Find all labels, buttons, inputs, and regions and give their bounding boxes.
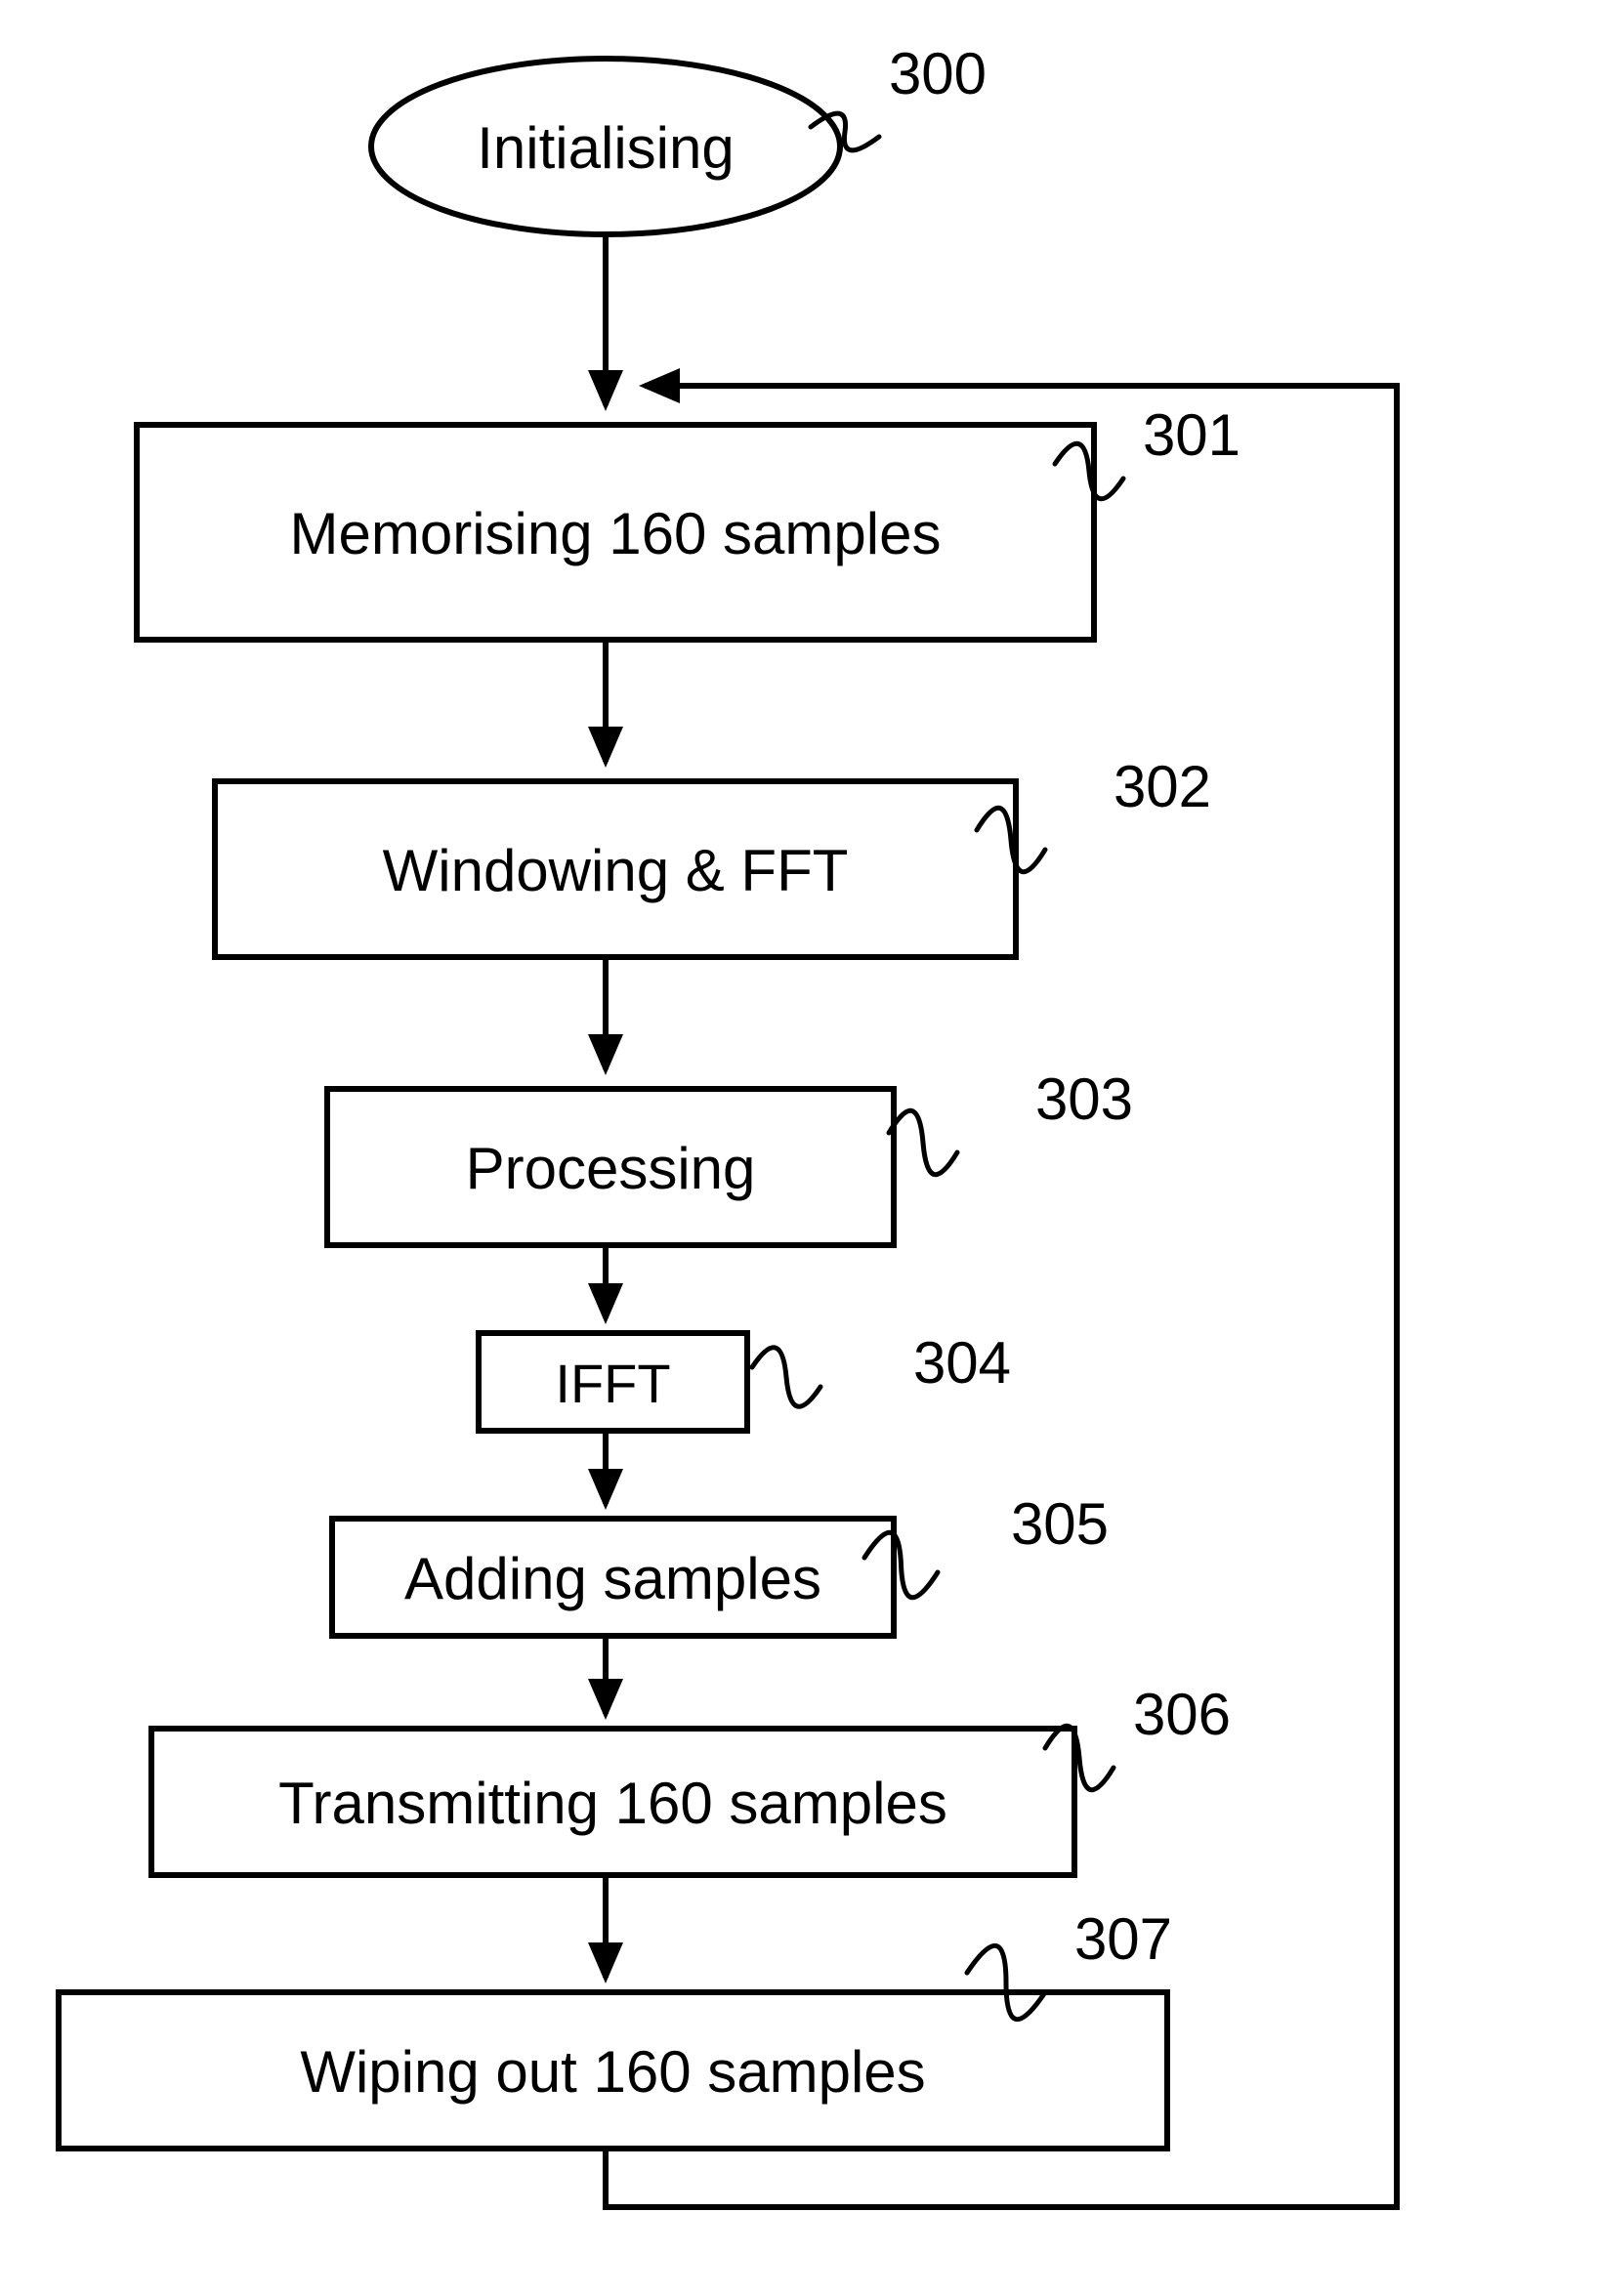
canvas-background	[0, 0, 1597, 2296]
ref-306: 306	[1133, 1682, 1231, 1747]
flow-node-label-305: Adding samples	[404, 1546, 821, 1611]
flow-node-label-307: Wiping out 160 samples	[300, 2039, 925, 2105]
ref-307: 307	[1074, 1906, 1172, 1972]
start-node-label: Initialising	[477, 115, 734, 181]
ref-302: 302	[1114, 754, 1211, 819]
ref-304: 304	[913, 1330, 1011, 1396]
ref-303: 303	[1035, 1066, 1133, 1132]
ref-305: 305	[1011, 1491, 1109, 1557]
flow-node-label-301: Memorising 160 samples	[290, 501, 942, 566]
flow-node-label-303: Processing	[466, 1136, 756, 1201]
flow-node-label-302: Windowing & FFT	[383, 838, 849, 903]
flow-node-label-304: IFFT	[555, 1353, 670, 1414]
flow-node-label-306: Transmitting 160 samples	[278, 1771, 947, 1836]
ref-300: 300	[889, 41, 987, 106]
ref-301: 301	[1143, 402, 1240, 468]
